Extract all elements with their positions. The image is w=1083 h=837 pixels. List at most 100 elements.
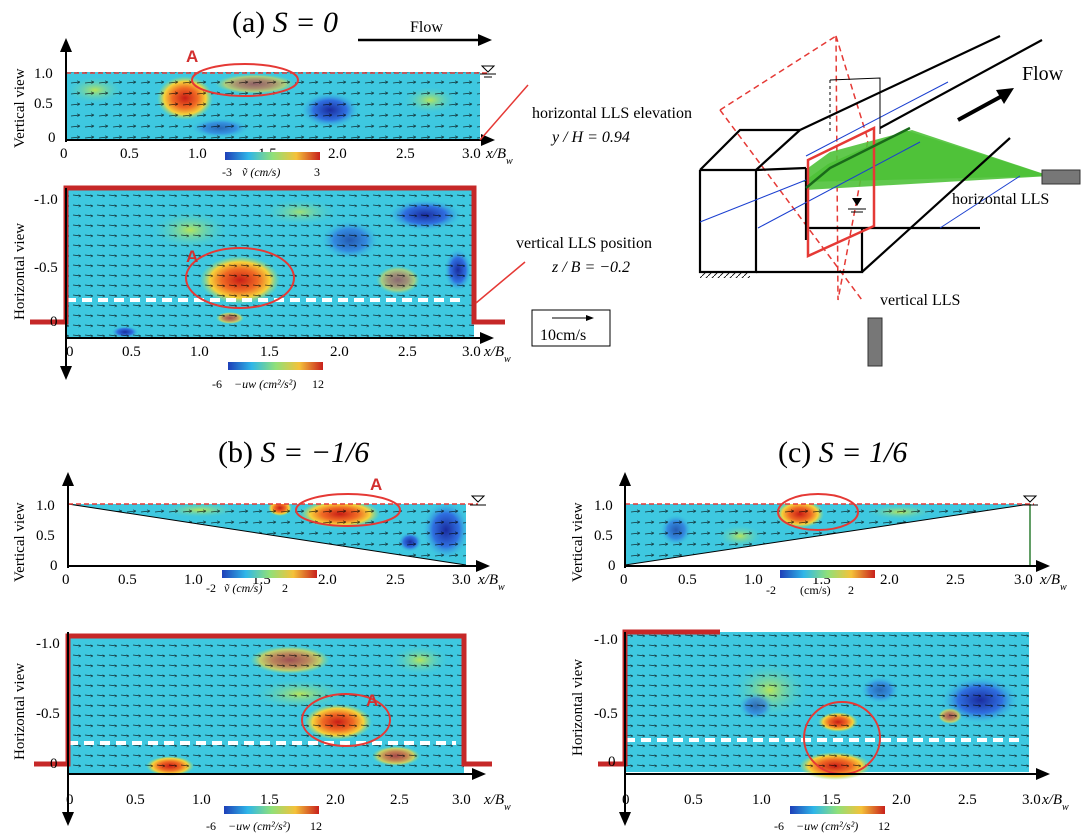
svg-text:-1.0: -1.0 [36, 636, 60, 652]
svg-text:1.0: 1.0 [34, 66, 53, 82]
svg-text:-6: -6 [774, 819, 784, 833]
svg-text:1.0: 1.0 [188, 146, 207, 162]
flow-arrow-top [358, 34, 492, 46]
svg-text:1.0: 1.0 [190, 344, 209, 360]
scale-vector-box: 10cm/s [531, 309, 611, 347]
vertical-plane [806, 126, 876, 258]
svg-text:0.5: 0.5 [678, 572, 697, 588]
svg-text:2.5: 2.5 [398, 344, 417, 360]
svg-text:12: 12 [312, 377, 324, 391]
colorbar: -6 −uw (cm²/s²) 12 [212, 362, 324, 391]
panel-b-vertical-plot: A 1.0 0.5 0 0 0.5 1.0 1.5 2.0 2.5 3.0 x/ [12, 472, 505, 595]
x-axis-label: x/Bw [483, 344, 511, 365]
svg-text:1.0: 1.0 [744, 572, 763, 588]
svg-text:2.5: 2.5 [396, 146, 415, 162]
svg-text:−uw (cm²/s²): −uw (cm²/s²) [228, 819, 290, 833]
marker-label: A [370, 475, 382, 494]
svg-text:−uw (cm²/s²): −uw (cm²/s²) [796, 819, 858, 833]
svg-text:3.0: 3.0 [462, 344, 481, 360]
x-axis-label: x/Bw [1039, 572, 1067, 593]
svg-text:-3: -3 [222, 165, 232, 179]
svg-text:0.5: 0.5 [126, 792, 145, 808]
vector-field [66, 188, 474, 338]
svg-text:-0.5: -0.5 [34, 260, 58, 276]
marker-ellipse [295, 493, 401, 527]
svg-text:10cm/s: 10cm/s [540, 327, 586, 344]
svg-text:2: 2 [848, 583, 854, 597]
svg-text:0: 0 [50, 756, 58, 772]
y-axis-label: Horizontal view [570, 659, 586, 756]
svg-text:3.0: 3.0 [452, 792, 471, 808]
position-leader-line [475, 261, 526, 304]
elevation-leader-line [479, 84, 529, 141]
svg-text:2.0: 2.0 [880, 572, 899, 588]
svg-text:-2: -2 [766, 583, 776, 597]
svg-text:3: 3 [314, 165, 320, 179]
svg-text:0: 0 [622, 792, 630, 808]
marker-ellipse [185, 247, 295, 309]
svg-text:ṽ (cm/s): ṽ (cm/s) [224, 581, 262, 595]
marker-label: A [186, 47, 198, 66]
svg-text:-0.5: -0.5 [36, 706, 60, 722]
svg-text:3.0: 3.0 [1022, 792, 1041, 808]
x-axis-label: x/Bw [485, 146, 513, 167]
marker-ellipse [301, 693, 391, 747]
svg-text:0.5: 0.5 [120, 146, 139, 162]
svg-text:1.5: 1.5 [260, 344, 279, 360]
svg-text:2.0: 2.0 [326, 792, 345, 808]
svg-text:0: 0 [620, 572, 628, 588]
horizontal-lls-label: horizontal LLS [952, 191, 1049, 208]
svg-text:-1.0: -1.0 [594, 632, 618, 648]
svg-text:0: 0 [608, 754, 616, 770]
vertical-laser-device [867, 317, 883, 367]
horizontal-lls-elevation-label: horizontal LLS elevation [532, 105, 692, 122]
panel-c-title: (c) S = 1/6 [778, 436, 907, 469]
svg-text:2: 2 [282, 581, 288, 595]
flow-arrow-schematic [957, 88, 1014, 122]
panel-b: (b) S = −1/6 A [12, 436, 511, 833]
y-axis-label: Horizontal view [12, 223, 28, 320]
svg-text:-0.5: -0.5 [594, 706, 618, 722]
vector-field [66, 72, 480, 140]
svg-text:1.0: 1.0 [192, 792, 211, 808]
colorbar: -6 −uw (cm²/s²) 12 [774, 806, 890, 833]
vector-field [625, 632, 1029, 772]
panel-c-vertical-plot: 1.0 0.5 0 0 0.5 1.0 1.5 2.0 2.5 3.0 x/Bw… [570, 472, 1067, 597]
marker-label: A [186, 247, 198, 266]
svg-text:0: 0 [66, 344, 74, 360]
water-surface-symbol [470, 495, 486, 506]
flow-label-schematic: Flow [1022, 63, 1064, 85]
svg-text:3.0: 3.0 [1014, 572, 1033, 588]
channel-wall [34, 633, 492, 767]
panel-a-horizontal-plot: A -1.0 -0.5 0 0 0.5 1.0 1.5 2.0 2.5 3.0 … [12, 185, 511, 391]
svg-text:2.0: 2.0 [328, 146, 347, 162]
colorbar: -2 ṽ (cm/s) 2 [206, 570, 317, 595]
marker-ellipse [191, 63, 299, 97]
svg-text:-1.0: -1.0 [34, 192, 58, 208]
panel-a-vertical-plot: A 1.0 0.5 0 0 0.5 1.0 1.5 2.0 2.5 [12, 38, 513, 179]
x-axis-label: x/Bw [1041, 792, 1069, 813]
channel-wall [30, 185, 505, 325]
svg-text:12: 12 [310, 819, 322, 833]
svg-text:0: 0 [66, 792, 74, 808]
svg-text:-2: -2 [206, 581, 216, 595]
svg-text:2.0: 2.0 [318, 572, 337, 588]
panel-c: (c) S = 1/6 1.0 [570, 436, 1069, 833]
marker-label: A [366, 691, 378, 710]
svg-text:1.5: 1.5 [822, 792, 841, 808]
panel-b-horizontal-plot: A -1.0 -0.5 0 0 0.5 1.0 1.5 2.0 2.5 3.0 … [12, 632, 511, 833]
svg-text:ṽ (cm/s): ṽ (cm/s) [242, 165, 280, 179]
svg-text:0: 0 [50, 314, 58, 330]
horizontal-laser-device [1041, 169, 1081, 185]
svg-text:-6: -6 [212, 377, 222, 391]
colorbar: -6 −uw (cm²/s²) 12 [206, 806, 322, 833]
svg-text:2.5: 2.5 [390, 792, 409, 808]
water-surface-symbol [1022, 495, 1038, 506]
svg-text:0: 0 [608, 558, 616, 574]
svg-text:0.5: 0.5 [34, 96, 53, 112]
sloped-bed [624, 503, 1031, 566]
panel-a-title: (a) S = 0 [232, 6, 338, 39]
svg-text:2.5: 2.5 [958, 792, 977, 808]
svg-text:0.5: 0.5 [122, 344, 141, 360]
colorbar: -2 (cm/s) 2 [766, 570, 875, 597]
